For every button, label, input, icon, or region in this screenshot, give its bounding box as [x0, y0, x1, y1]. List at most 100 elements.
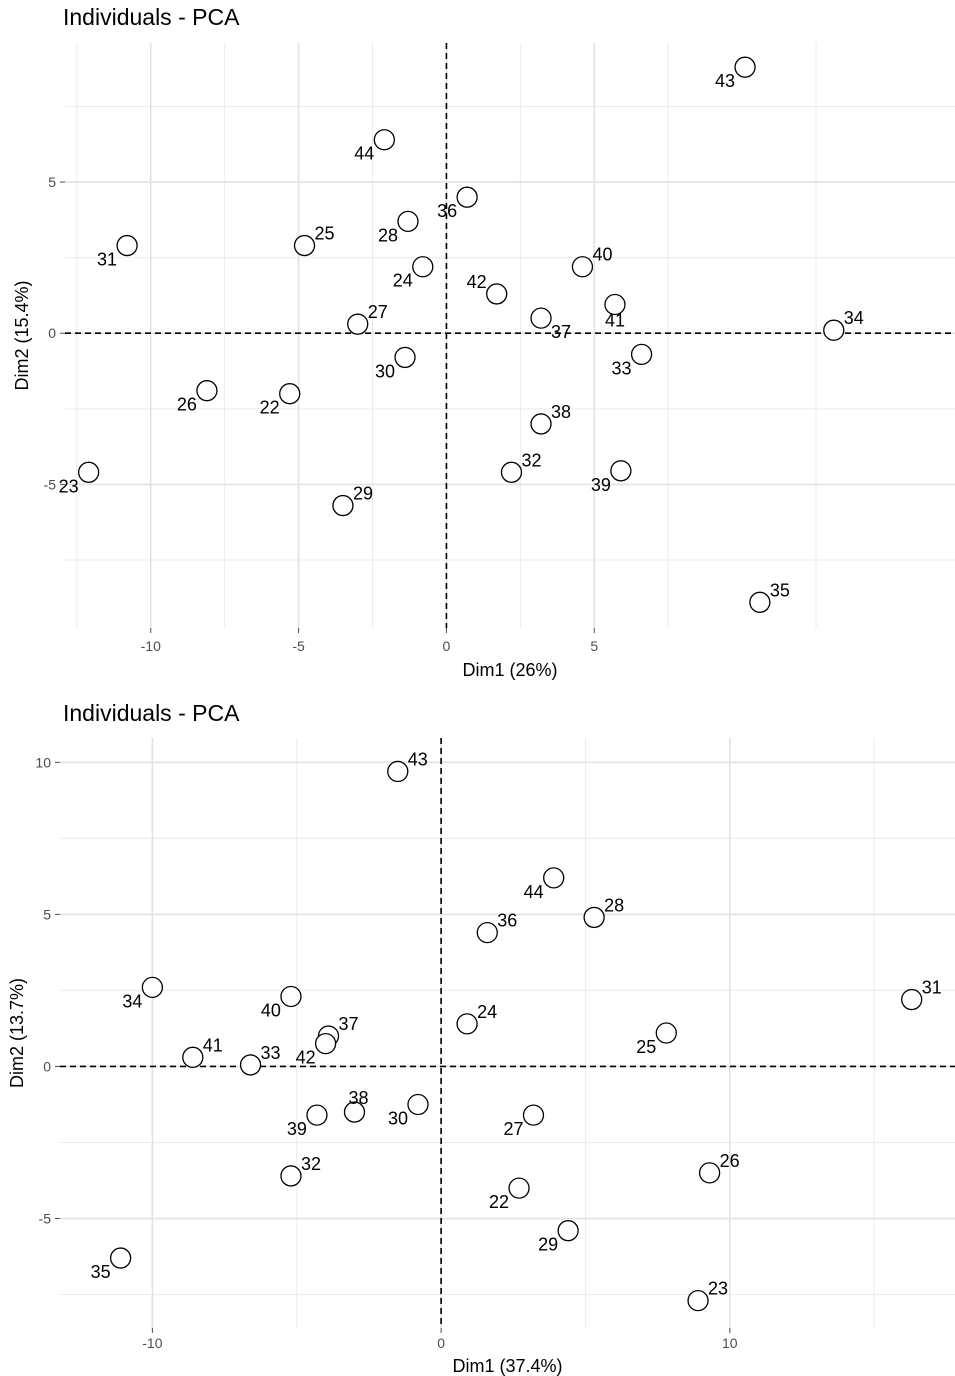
data-point: [280, 985, 302, 1008]
data-point: [571, 256, 594, 278]
data-point: [407, 1093, 429, 1116]
data-point: [456, 1013, 478, 1035]
point-label: 32: [301, 1154, 321, 1174]
data-point: [78, 461, 100, 483]
point-label: 36: [437, 201, 457, 221]
point-label: 35: [770, 580, 790, 600]
point-label: 28: [604, 895, 624, 915]
point-label: 41: [605, 311, 625, 331]
point-label: 33: [261, 1043, 281, 1063]
data-point: [412, 256, 434, 278]
chart-title: Individuals - PCA: [63, 700, 240, 726]
point-label: 25: [315, 224, 335, 244]
data-point: [387, 760, 409, 783]
x-tick-label: -5: [292, 638, 305, 654]
x-tick-label: 5: [590, 638, 598, 654]
pca-plot-2: Individuals - PCA -10 0 10 -5 0 5 10 43 44 28 36 31…: [0, 688, 955, 1376]
data-point: [397, 210, 419, 233]
chart-title: Individuals - PCA: [63, 4, 240, 30]
data-point: [343, 1101, 366, 1123]
point-label: 34: [844, 308, 864, 328]
point-label: 38: [551, 402, 571, 422]
point-label: 34: [122, 991, 142, 1011]
data-point: [630, 343, 653, 366]
point-label: 44: [524, 882, 544, 902]
pca-plot-1-canvas: -10 -5 0 5 -5 0 5 43 44 36 31 25 28 24 40 42 41 37 34 27 30 3…: [12, 43, 955, 680]
data-point: [823, 319, 845, 341]
point-label: 26: [720, 1151, 740, 1171]
point-label: 43: [408, 749, 428, 769]
point-label: 30: [388, 1108, 408, 1128]
data-point: [749, 591, 771, 613]
point-label: 35: [91, 1262, 111, 1282]
point-label: 37: [339, 1014, 359, 1034]
data-point: [734, 56, 756, 78]
point-label: 40: [592, 245, 612, 265]
point-label: 39: [591, 475, 611, 495]
data-point: [500, 461, 523, 483]
data-point: [557, 1220, 579, 1242]
data-point: [522, 1104, 545, 1126]
y-tick-label: 5: [43, 906, 51, 922]
data-point: [279, 383, 301, 405]
point-label: 40: [261, 1001, 281, 1021]
point-label: 28: [378, 225, 398, 245]
point-label: 24: [393, 271, 413, 291]
point-label: 42: [296, 1048, 316, 1068]
data-point: [655, 1022, 677, 1044]
data-point: [306, 1104, 328, 1126]
y-tick-label: 0: [43, 1058, 51, 1074]
point-label: 22: [489, 1192, 509, 1212]
point-label: 42: [467, 272, 487, 292]
data-point: [239, 1054, 262, 1076]
gridlines: [60, 738, 955, 1328]
data-point: [698, 1162, 721, 1184]
y-tick-label: 5: [48, 174, 56, 190]
point-label: 31: [97, 250, 117, 270]
data-point: [476, 921, 498, 944]
data-point: [901, 988, 923, 1011]
x-tick-label: -10: [141, 638, 161, 654]
point-label: 31: [922, 978, 942, 998]
x-tick-label: 0: [443, 638, 451, 654]
data-point: [394, 346, 416, 369]
data-point: [543, 867, 565, 889]
y-tick-label: 10: [35, 754, 51, 770]
data-point: [530, 307, 552, 329]
point-label: 27: [503, 1119, 523, 1139]
data-point: [293, 234, 316, 257]
point-label: 44: [354, 144, 374, 164]
point-label: 37: [551, 322, 571, 342]
data-point: [583, 906, 605, 929]
data-point: [604, 293, 626, 316]
point-label: 36: [497, 911, 517, 931]
point-label: 33: [612, 358, 632, 378]
pca-plot-2-canvas: -10 0 10 -5 0 5 10 43 44 28 36 31 34 40 24 25 37 42 41 33 38…: [7, 738, 955, 1376]
point-label: 43: [715, 71, 735, 91]
point-label: 30: [375, 361, 395, 381]
point-label: 26: [177, 395, 197, 415]
data-point: [687, 1289, 709, 1312]
data-point: [456, 186, 478, 208]
y-tick-label: -5: [44, 476, 57, 492]
point-label: 24: [477, 1002, 497, 1022]
point-label: 22: [260, 398, 280, 418]
data-point: [116, 234, 138, 257]
y-tick-label: 0: [48, 325, 56, 341]
data-point: [332, 494, 354, 517]
gridlines: [65, 43, 955, 628]
point-label: 29: [538, 1235, 558, 1255]
y-axis-label: Dim2 (13.7%): [7, 978, 27, 1088]
data-point: [347, 313, 369, 335]
data-point: [182, 1046, 204, 1068]
data-point: [508, 1177, 530, 1199]
point-label: 25: [636, 1037, 656, 1057]
data-point: [314, 1032, 337, 1055]
x-axis-label: Dim1 (26%): [462, 660, 557, 680]
data-point: [196, 380, 218, 402]
data-point: [610, 460, 632, 482]
data-point: [530, 413, 552, 435]
point-label: 41: [203, 1035, 223, 1055]
y-axis-label: Dim2 (15.4%): [12, 280, 32, 390]
x-tick-label: 0: [437, 1335, 445, 1351]
